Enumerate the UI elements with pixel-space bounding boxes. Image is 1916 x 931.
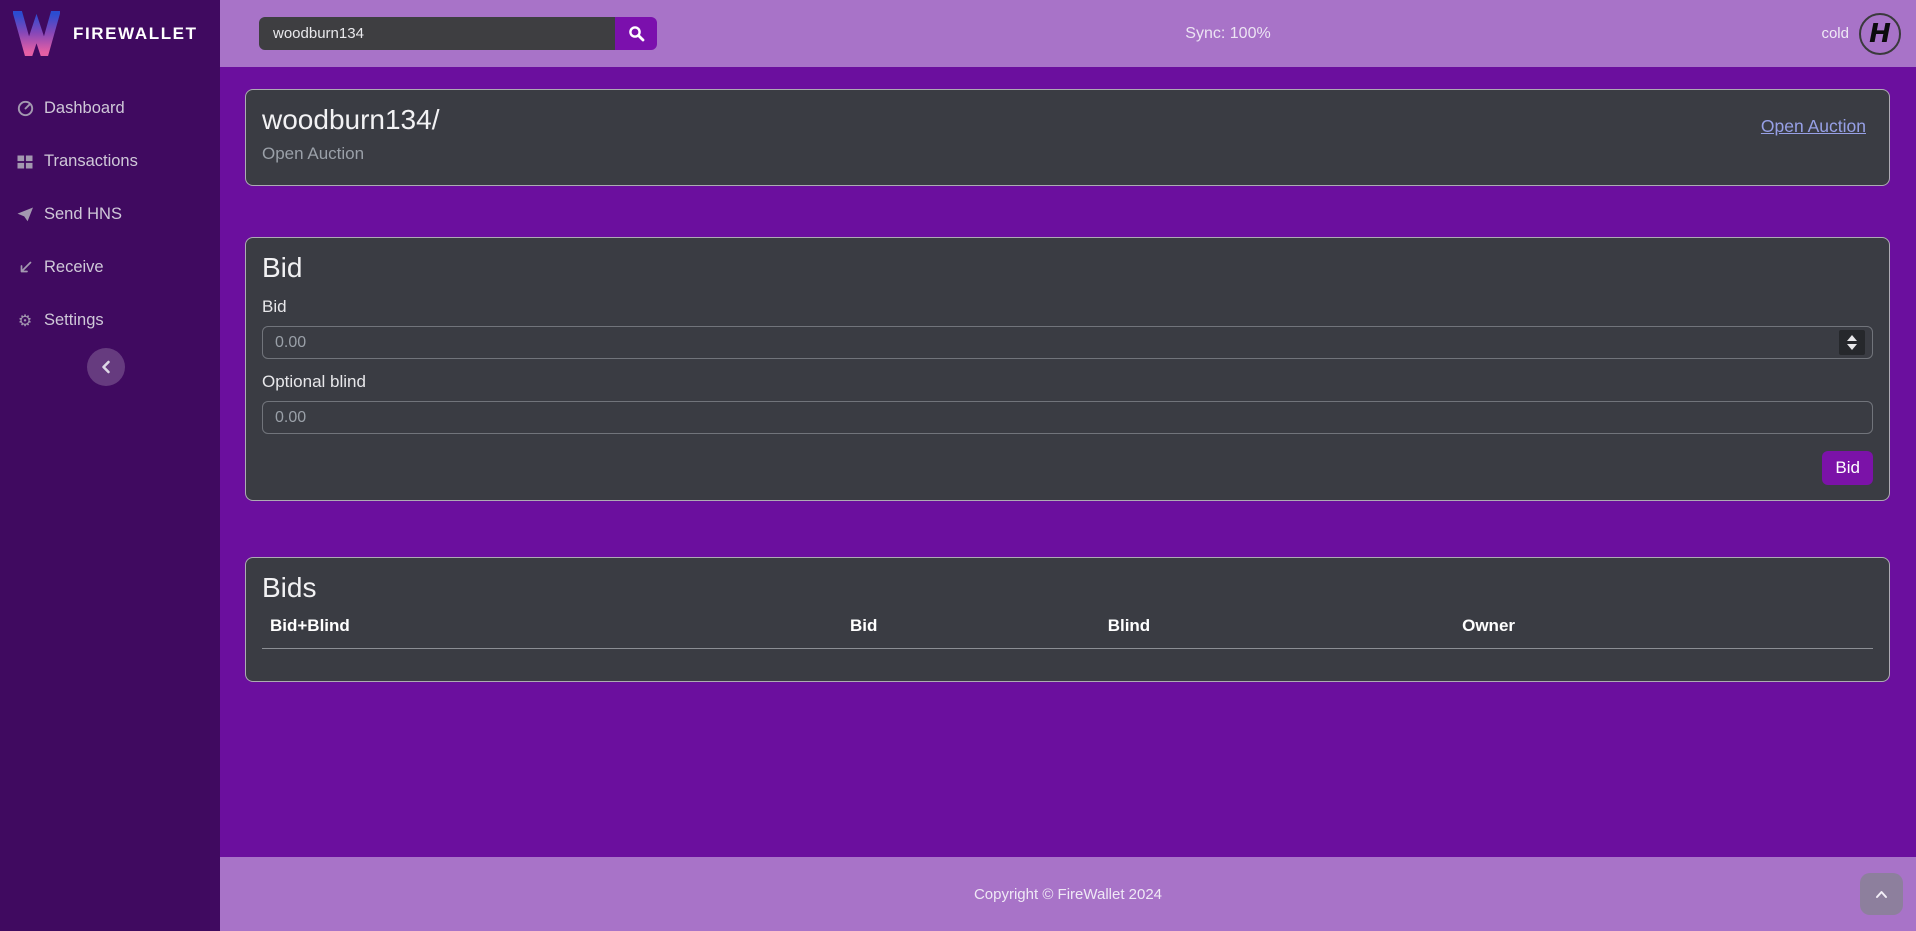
bids-table: Bid+Blind Bid Blind Owner — [262, 616, 1873, 679]
wallet-name: cold — [1821, 25, 1849, 42]
topbar-right: cold H — [1821, 12, 1916, 55]
spinner-down-icon[interactable] — [1847, 344, 1857, 350]
blind-amount-field-wrap — [262, 401, 1873, 434]
domain-card: woodburn134/ Open Auction Open Auction — [245, 89, 1890, 186]
domain-state: Open Auction — [262, 144, 365, 163]
bid-form-card: Bid Bid Optional blind Bid — [245, 237, 1890, 501]
receive-arrow-icon — [16, 260, 34, 275]
chevron-left-icon — [102, 360, 110, 374]
sidebar-collapse-button[interactable] — [87, 348, 125, 386]
spinner-up-icon[interactable] — [1847, 335, 1857, 341]
dashboard-gauge-icon — [16, 100, 34, 117]
bids-card: Bids Bid+Blind Bid Blind Owner — [245, 557, 1890, 682]
search-icon — [628, 26, 644, 42]
sidebar: FIREWALLET Dashboard Transactions Send H… — [0, 0, 220, 931]
bid-amount-input[interactable] — [262, 326, 1873, 359]
search-button[interactable] — [615, 17, 657, 50]
col-bid: Bid — [841, 616, 1100, 649]
sidebar-item-receive[interactable]: Receive — [0, 241, 220, 294]
sidebar-item-label: Dashboard — [44, 99, 125, 117]
sidebar-item-dashboard[interactable]: Dashboard — [0, 82, 220, 135]
domain-title: woodburn134/ — [262, 104, 440, 135]
send-plane-icon — [16, 207, 34, 222]
settings-gear-icon: ⚙ — [17, 312, 33, 330]
open-auction-link[interactable]: Open Auction — [1760, 116, 1866, 136]
main-column: Sync: 100% cold H woodburn134/ Open Auct… — [220, 0, 1916, 931]
search-input[interactable] — [259, 17, 615, 50]
blind-amount-label: Optional blind — [262, 372, 366, 391]
firewallet-w-logo-icon — [13, 11, 60, 56]
col-owner: Owner — [1454, 616, 1873, 649]
search-group — [259, 17, 657, 50]
transactions-table-icon — [16, 155, 34, 169]
sidebar-item-transactions[interactable]: Transactions — [0, 135, 220, 188]
bids-card-title: Bids — [262, 572, 317, 603]
sidebar-item-label: Send HNS — [44, 205, 122, 223]
col-bid-plus-blind: Bid+Blind — [262, 616, 842, 649]
sidebar-item-label: Settings — [44, 311, 104, 329]
sidebar-item-label: Transactions — [44, 152, 138, 170]
sync-status: Sync: 100% — [1185, 24, 1271, 42]
sidebar-nav: Dashboard Transactions Send HNS Receive … — [0, 82, 220, 347]
chevron-up-icon — [1876, 890, 1887, 898]
handshake-logo-icon[interactable]: H — [1859, 12, 1901, 55]
copyright-text: Copyright © FireWallet 2024 — [973, 885, 1163, 903]
sidebar-item-send-hns[interactable]: Send HNS — [0, 188, 220, 241]
bid-amount-label: Bid — [262, 297, 287, 316]
bid-submit-button[interactable]: Bid — [1822, 451, 1873, 485]
bids-table-header-row: Bid+Blind Bid Blind Owner — [262, 616, 1873, 649]
col-blind: Blind — [1099, 616, 1455, 649]
brand[interactable]: FIREWALLET — [0, 0, 220, 67]
bid-amount-field-wrap — [262, 326, 1873, 359]
content-area: woodburn134/ Open Auction Open Auction B… — [220, 67, 1916, 857]
sidebar-item-label: Receive — [44, 258, 104, 276]
brand-name: FIREWALLET — [73, 23, 198, 43]
bids-table-empty-row — [262, 649, 1873, 679]
bid-card-title: Bid — [262, 252, 303, 283]
scroll-to-top-button[interactable] — [1860, 873, 1903, 915]
blind-amount-input[interactable] — [262, 401, 1873, 434]
footer: Copyright © FireWallet 2024 — [220, 857, 1916, 931]
sidebar-item-settings[interactable]: ⚙ Settings — [0, 294, 220, 347]
bid-amount-spinner[interactable] — [1839, 330, 1865, 355]
bid-submit-row: Bid — [262, 451, 1873, 485]
topbar: Sync: 100% cold H — [220, 0, 1916, 67]
